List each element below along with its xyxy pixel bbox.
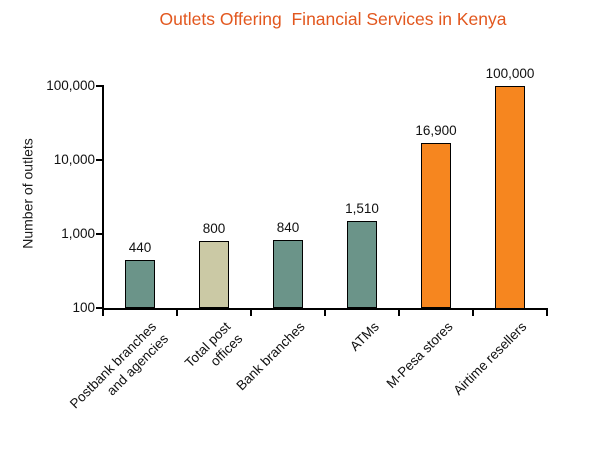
bar xyxy=(273,239,303,309)
x-axis-tick xyxy=(324,309,326,316)
bar-value-label: 440 xyxy=(128,240,152,256)
x-axis-tick xyxy=(472,309,474,316)
y-tick-label: 100 xyxy=(72,300,95,315)
bar-value-label: 100,000 xyxy=(485,66,535,81)
bar xyxy=(421,143,451,309)
bar xyxy=(199,241,229,309)
y-tick-label: 1,000 xyxy=(61,226,95,241)
x-category-label: Total post offices xyxy=(182,319,246,371)
x-axis-line xyxy=(101,307,548,310)
x-category-label: Bank branches xyxy=(233,319,308,394)
x-category-label: Airtime resellers xyxy=(450,319,530,399)
bar-value-label: 1,510 xyxy=(345,200,379,216)
bar xyxy=(347,220,377,309)
bar-value-label: 800 xyxy=(202,221,226,237)
bar-value-label: 16,900 xyxy=(415,123,457,139)
bar xyxy=(125,260,155,309)
x-axis-tick xyxy=(102,309,104,316)
y-axis-tick xyxy=(96,233,102,235)
x-category-label: M-Pesa stores xyxy=(383,319,456,392)
chart-title: Outlets Offering Financial Services in K… xyxy=(159,9,507,29)
y-axis-line xyxy=(101,85,104,310)
y-axis-tick xyxy=(96,159,102,161)
x-axis-tick xyxy=(398,309,400,316)
x-category-label: Postbank branches and agencies xyxy=(67,319,172,412)
x-axis-tick xyxy=(176,309,178,316)
y-tick-label: 10,000 xyxy=(53,152,95,167)
x-axis-tick xyxy=(250,309,252,316)
y-axis-tick xyxy=(96,85,102,87)
bar-value-label: 840 xyxy=(276,219,300,235)
x-axis-tick xyxy=(546,309,548,316)
y-tick-label: 100,000 xyxy=(46,78,95,93)
x-category-label: ATMs xyxy=(346,319,382,354)
bar xyxy=(495,86,525,309)
y-axis-tick xyxy=(96,307,102,309)
